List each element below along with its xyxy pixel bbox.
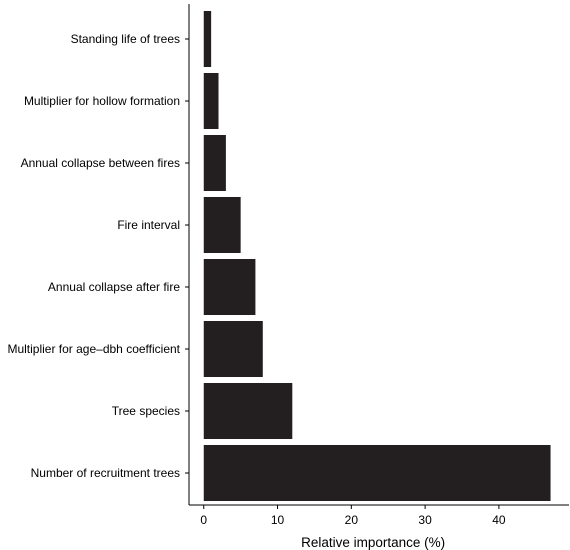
category-label: Multiplier for age–dbh coefficient [7,342,180,356]
bar-1 [203,11,212,67]
bar-2 [203,73,219,129]
category-label: Annual collapse after fire [48,280,180,294]
x-tick-label: 0 [200,513,207,527]
x-tick-label: 20 [345,513,359,527]
x-tick-label: 10 [271,513,285,527]
category-labels: Standing life of trees Multiplier for hol… [7,32,189,480]
category-label: Number of recruitment trees [31,466,180,480]
x-tick-label: 30 [418,513,432,527]
bar-5 [203,259,256,315]
category-label: Tree species [112,404,180,418]
category-label: Multiplier for hollow formation [24,94,180,108]
axes-layer [188,4,569,506]
category-label: Fire interval [117,218,180,232]
bar-4 [203,197,241,253]
category-label: Standing life of trees [71,32,180,46]
x-axis-title: Relative importance (%) [301,535,445,550]
bars-layer [203,11,551,501]
bar-7 [203,383,293,439]
x-axis-ticks: 0 10 20 30 40 [200,505,506,527]
bar-6 [203,321,263,377]
category-label: Annual collapse between fires [21,156,180,170]
bar-3 [203,135,226,191]
bar-8 [203,445,551,501]
x-tick-label: 40 [492,513,506,527]
